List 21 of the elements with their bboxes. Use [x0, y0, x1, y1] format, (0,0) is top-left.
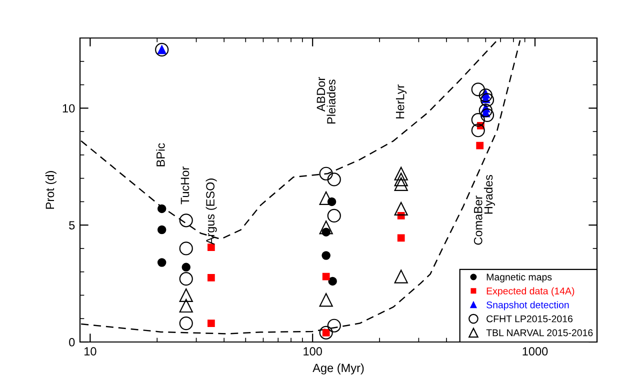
x-tick-label: 100 [304, 347, 322, 356]
legend-label: Snapshot detection [486, 301, 569, 310]
y-axis-title: Prot (d) [45, 171, 56, 209]
annotation: BPic [156, 143, 165, 166]
y-tick-label: 5 [69, 221, 75, 230]
x-axis-title: Age (Myr) [312, 363, 364, 374]
annotation: Pleiades [326, 80, 336, 124]
annotation: Argus (ESO) [206, 178, 217, 245]
x-tick-label: 1000 [522, 347, 548, 356]
legend-label: Expected data (14A) [486, 287, 574, 296]
legend-label: Magnetic maps [486, 273, 552, 282]
y-tick-label: 0 [69, 338, 75, 346]
annotation: ABDor [316, 77, 326, 112]
annotation: HerLyr [396, 84, 407, 118]
legend-label: TBL NARVAL 2015-2016 [486, 329, 593, 336]
annotation: Hyades [484, 174, 495, 214]
legend-label: CFHT LP2015-2016 [486, 315, 573, 322]
annotation: ComaBer [474, 196, 482, 245]
annotation: TucHor [180, 166, 190, 204]
x-tick-label: 10 [84, 347, 96, 356]
y-tick-label: 10 [62, 104, 75, 113]
